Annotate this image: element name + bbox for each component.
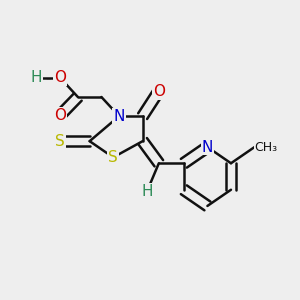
Text: S: S xyxy=(108,150,118,165)
Text: -: - xyxy=(46,70,51,86)
Text: O: O xyxy=(54,108,66,123)
Text: N: N xyxy=(202,140,213,154)
Text: O: O xyxy=(54,70,66,86)
Text: H: H xyxy=(31,70,42,86)
Text: CH₃: CH₃ xyxy=(254,141,278,154)
Text: N: N xyxy=(113,109,125,124)
Text: H: H xyxy=(141,184,153,199)
Text: O: O xyxy=(153,84,165,99)
Text: S: S xyxy=(55,134,65,149)
